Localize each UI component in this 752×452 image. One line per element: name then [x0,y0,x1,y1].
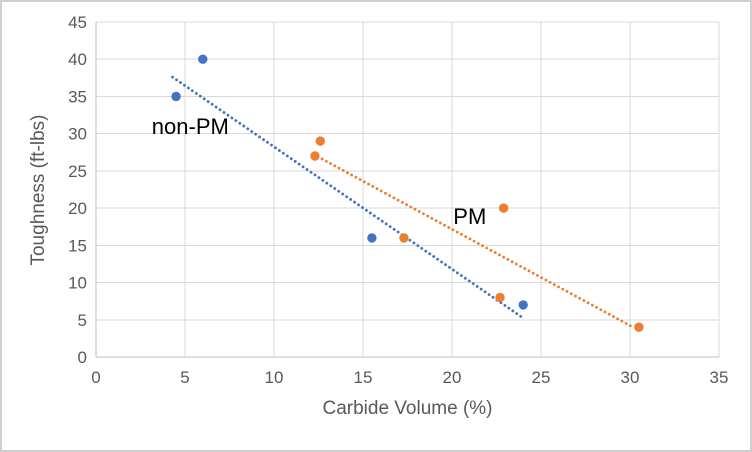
series-label-pm: PM [453,204,487,230]
x-axis-tick-label: 0 [91,368,100,387]
y-axis-tick-label: 10 [68,274,87,293]
x-axis-tick-label: 5 [180,368,189,387]
y-axis-tick-label: 15 [68,236,87,255]
data-point-pm [495,292,505,303]
trendline-pm [320,157,634,328]
y-axis-tick-label: 35 [68,87,87,106]
y-axis-tick-label: 20 [68,199,87,218]
x-axis-tick-label: 15 [354,368,373,387]
data-point-non-pm [367,233,377,243]
y-axis-tick-label: 5 [78,311,87,330]
x-axis-title: Carbide Volume (%) [322,398,493,419]
x-axis-tick-label: 20 [443,368,462,387]
y-axis-tick-label: 45 [68,13,87,32]
series-label-non-pm: non-PM [151,113,229,139]
data-point-non-pm [171,91,181,102]
trendline-non-pm [171,75,523,319]
data-point-pm [634,322,644,332]
y-axis-tick-label: 0 [78,348,87,367]
x-axis-tick-label: 35 [710,368,729,387]
x-axis-tick-label: 25 [532,368,551,387]
x-axis-tick-label: 30 [621,368,640,387]
y-axis-title: Toughness (ft-lbs) [28,113,49,266]
data-point-pm [498,203,509,213]
y-axis-tick-label: 30 [68,125,87,144]
x-axis-tick-label: 10 [265,368,284,387]
data-point-pm [399,233,409,243]
data-point-pm [310,151,320,161]
y-axis-tick-label: 40 [68,50,87,69]
data-point-non-pm [518,300,528,310]
data-point-non-pm [198,54,208,64]
data-point-pm [315,136,325,146]
y-axis-tick-label: 25 [68,162,87,181]
